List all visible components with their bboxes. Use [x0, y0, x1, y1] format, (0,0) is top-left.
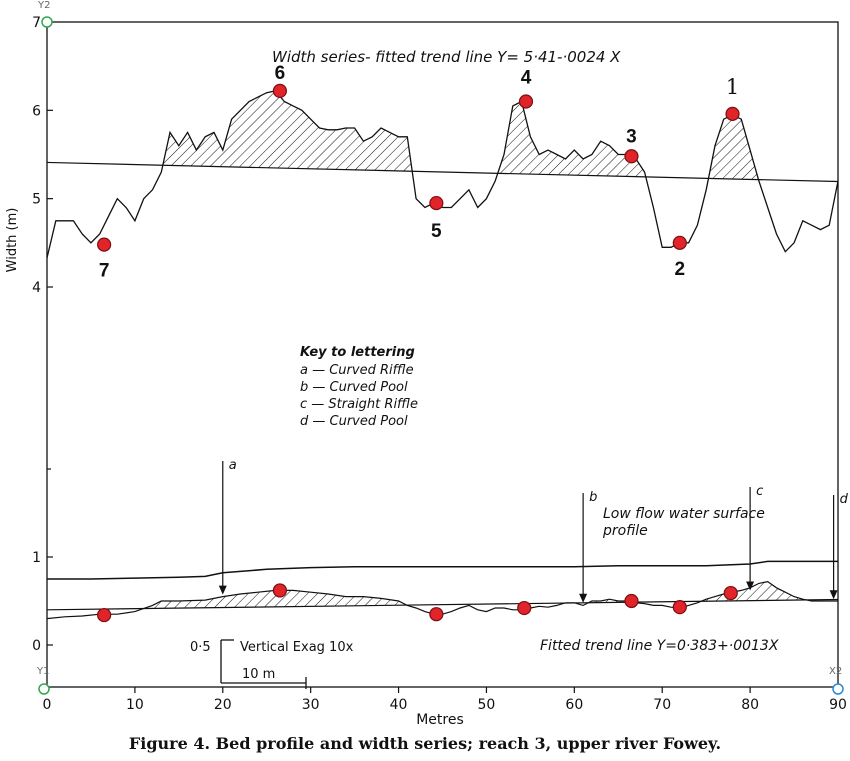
y-tick-label: 1: [32, 550, 41, 566]
water-surface-label-line1: Low flow water surface: [603, 506, 765, 522]
marker-arrow-letter: c: [756, 484, 763, 499]
width-point-label: 1: [726, 75, 739, 99]
x-tick-label: 70: [653, 697, 671, 713]
figure-chart: Width series- fitted trend line Y= 5·41-…: [5, 0, 849, 728]
width-point-marker: [272, 83, 288, 99]
svg-text:Y1: Y1: [36, 666, 49, 677]
x-tick-label: 60: [565, 697, 583, 713]
width-series-line: [46, 90, 838, 259]
svg-text:X2: X2: [829, 666, 842, 677]
bed-point-marker: [429, 607, 444, 622]
axis-handle-x2[interactable]: X2: [829, 666, 844, 695]
y-tick-label: 5: [32, 192, 41, 208]
width-point-marker: [624, 149, 639, 164]
x-axis-label: Metres: [416, 712, 464, 728]
y-axis-label: Width (m): [5, 208, 20, 273]
x-tick-label: 30: [302, 697, 320, 713]
marker-arrow-letter: d: [840, 492, 849, 507]
bed-point-marker: [97, 607, 112, 623]
scale-horizontal-label: 10 m: [242, 667, 275, 682]
width-point-marker: [429, 195, 444, 211]
water-surface-line: [47, 560, 838, 580]
width-point-label: 5: [431, 221, 442, 242]
width-panel-title: Width series- fitted trend line Y= 5·41-…: [272, 48, 621, 66]
marker-arrow-head: [579, 593, 588, 603]
water-surface-label-line2: profile: [602, 523, 648, 539]
width-above-trend-area: [163, 90, 412, 172]
bed-trend-line: [46, 598, 838, 611]
x-tick-label: 20: [214, 697, 232, 713]
scale-bar: 0·5 Vertical Exag 10x 10 m: [190, 639, 354, 689]
width-point-marker: [97, 237, 112, 252]
bed-above-trend-area: [701, 581, 805, 602]
width-above-trend-area: [710, 114, 757, 180]
marker-arrow-head: [746, 581, 755, 591]
width-point-label: 2: [675, 259, 686, 280]
y-tick-label: 6: [32, 103, 41, 119]
width-point-label: 3: [626, 126, 637, 147]
bed-trend-label: Fitted trend line Y=0·383+·0013X: [540, 638, 779, 654]
marker-arrow-head: [218, 585, 227, 595]
width-point-marker: [518, 94, 534, 109]
bed-point-marker: [517, 600, 532, 616]
x-tick-label: 40: [390, 697, 408, 713]
key-item-d: d — Curved Pool: [300, 414, 408, 429]
marker-arrow-head: [829, 590, 838, 600]
scale-vertical-label: Vertical Exag 10x: [240, 640, 354, 655]
bed-point-marker: [624, 593, 639, 609]
width-point-marker: [725, 106, 740, 121]
width-point-label: 7: [99, 261, 110, 282]
axis-handle-y1[interactable]: Y1: [36, 666, 50, 695]
x-tick-label: 10: [126, 697, 144, 713]
key-to-lettering: Key to lettering a — Curved Riffle b — C…: [300, 345, 418, 429]
x-tick-label: 80: [741, 697, 759, 713]
y-tick-label: 4: [32, 280, 41, 296]
plot-frame: [46, 21, 839, 688]
axis-handle-y2[interactable]: Y2: [37, 0, 53, 28]
marker-arrow-letter: b: [589, 490, 597, 505]
figure-caption: Figure 4. Bed profile and width series; …: [128, 734, 722, 753]
key-item-b: b — Curved Pool: [300, 380, 408, 395]
width-above-trend-area: [499, 101, 645, 177]
x-tick-label: 50: [478, 697, 496, 713]
bed-point-marker: [723, 585, 738, 601]
key-item-c: c — Straight Riffle: [300, 397, 418, 412]
bed-above-trend-area: [143, 590, 406, 609]
width-trend-line: [46, 161, 838, 183]
x-tick-label: 0: [43, 697, 52, 713]
width-point-marker: [672, 235, 687, 250]
key-item-a: a — Curved Riffle: [300, 363, 414, 378]
y-tick-label: 7: [32, 15, 41, 31]
marker-arrow-letter: a: [229, 458, 237, 473]
svg-text:Y2: Y2: [37, 0, 50, 11]
key-title: Key to lettering: [300, 345, 415, 360]
width-point-label: 4: [521, 68, 532, 89]
bed-point-marker: [672, 600, 687, 615]
bed-point-marker: [272, 583, 288, 598]
y-tick-label: 0: [32, 638, 41, 654]
scale-tick-label: 0·5: [190, 640, 211, 655]
width-point-label: 6: [275, 63, 286, 84]
x-tick-label: 90: [829, 697, 847, 713]
